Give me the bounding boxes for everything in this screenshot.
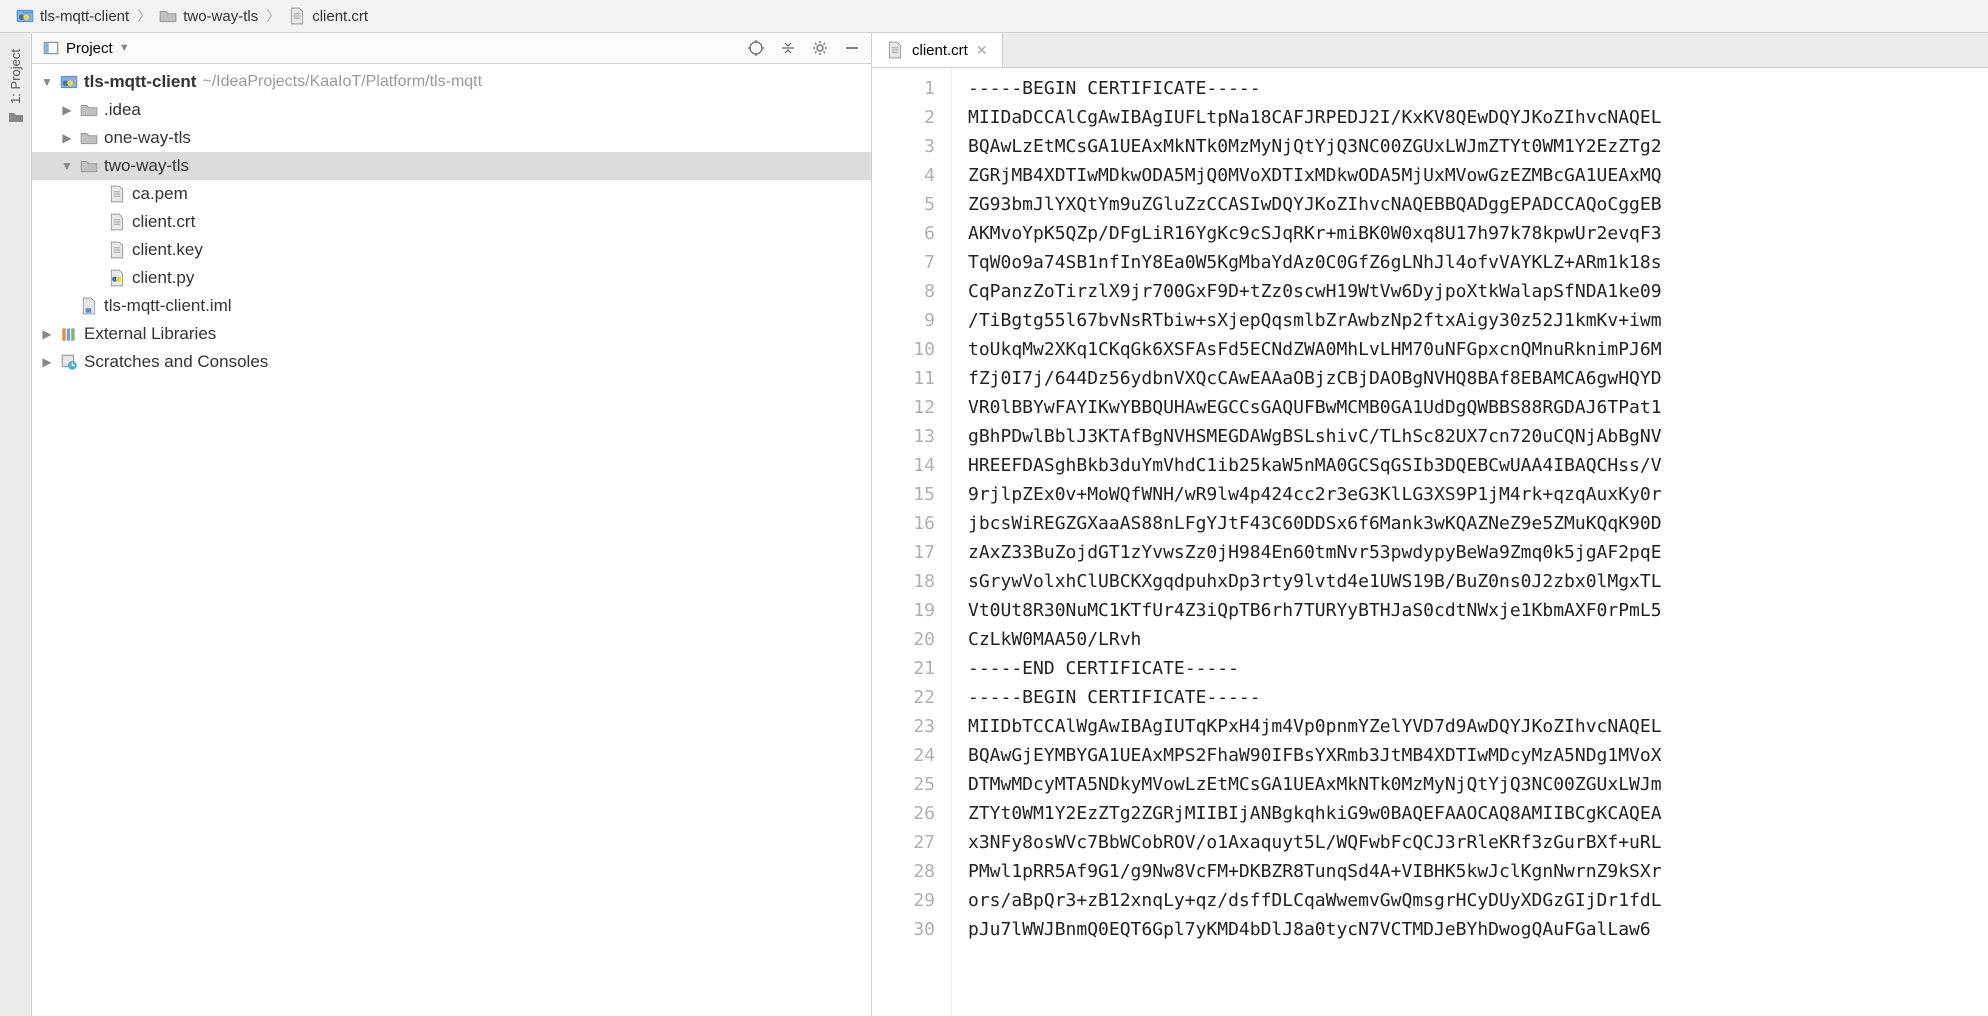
chevron-right-icon: ▶ — [60, 131, 74, 145]
editor-tab[interactable]: client.crt ✕ — [872, 33, 1003, 67]
file-icon — [108, 213, 126, 231]
tree-item-label: one-way-tls — [104, 128, 191, 148]
tree-item-label: .idea — [104, 100, 141, 120]
project-sidebar: Project ▼ — [32, 33, 872, 1016]
folder-icon — [80, 157, 98, 175]
left-tool-strip: 1: Project — [0, 33, 32, 1016]
chevron-down-icon: ▼ — [40, 75, 54, 89]
chevron-down-icon: ▼ — [119, 42, 130, 54]
tree-root-path: ~/IdeaProjects/KaaIoT/Platform/tls-mqtt — [202, 73, 482, 91]
breadcrumb-label: tls-mqtt-client — [40, 8, 129, 25]
breadcrumb-label: two-way-tls — [183, 8, 258, 25]
tree-item-label: client.py — [132, 268, 194, 288]
iml-file-icon — [80, 297, 98, 315]
tree-item-label: tls-mqtt-client.iml — [104, 296, 232, 316]
tree-item-label: ca.pem — [132, 184, 188, 204]
tab-label: client.crt — [912, 42, 968, 59]
tree-item[interactable]: ▶ .idea — [32, 96, 871, 124]
collapse-all-button[interactable] — [779, 39, 797, 57]
ide-window: tls-mqtt-client 〉 two-way-tls 〉 client.c… — [0, 0, 1988, 1016]
tree-item-label: client.crt — [132, 212, 195, 232]
sidebar-title-wrap[interactable]: Project ▼ — [42, 39, 130, 57]
tree-item-label: client.key — [132, 240, 203, 260]
tree-item[interactable]: client.py — [32, 264, 871, 292]
breadcrumb: tls-mqtt-client 〉 two-way-tls 〉 client.c… — [0, 0, 1988, 33]
project-tree[interactable]: ▼ tls-mqtt-client ~/IdeaProjects/KaaIoT/… — [32, 64, 871, 1016]
file-icon — [108, 185, 126, 203]
locate-button[interactable] — [747, 39, 765, 57]
tree-item[interactable]: ca.pem — [32, 180, 871, 208]
folder-icon — [159, 7, 177, 25]
project-tool-tab[interactable]: 1: Project — [8, 49, 23, 104]
line-gutter: 1234567891011121314151617181920212223242… — [872, 68, 952, 1016]
file-icon — [108, 241, 126, 259]
chevron-down-icon: ▼ — [60, 159, 74, 173]
tree-root-name: tls-mqtt-client — [84, 72, 196, 92]
file-icon — [288, 7, 306, 25]
tab-bar: client.crt ✕ — [872, 33, 1988, 68]
tree-external-libraries[interactable]: ▶ External Libraries — [32, 320, 871, 348]
hide-button[interactable] — [843, 39, 861, 57]
sidebar-header: Project ▼ — [32, 33, 871, 64]
project-view-icon — [42, 39, 60, 57]
chevron-right-icon: ▶ — [40, 355, 54, 369]
sidebar-title: Project — [66, 40, 113, 57]
tree-scratches[interactable]: ▶ Scratches and Consoles — [32, 348, 871, 376]
python-file-icon — [108, 269, 126, 287]
tree-root[interactable]: ▼ tls-mqtt-client ~/IdeaProjects/KaaIoT/… — [32, 68, 871, 96]
gear-icon[interactable] — [811, 39, 829, 57]
folder-icon — [80, 129, 98, 147]
tree-item[interactable]: tls-mqtt-client.iml — [32, 292, 871, 320]
chevron-right-icon: 〉 — [137, 6, 151, 26]
python-folder-icon — [16, 7, 34, 25]
tree-item[interactable]: ▶ one-way-tls — [32, 124, 871, 152]
tree-item[interactable]: client.key — [32, 236, 871, 264]
editor-content: 1234567891011121314151617181920212223242… — [872, 68, 1988, 1016]
sidebar-toolbar — [747, 39, 861, 57]
python-folder-icon — [60, 73, 78, 91]
main-body: 1: Project Project ▼ — [0, 33, 1988, 1016]
breadcrumb-item-root[interactable]: tls-mqtt-client — [16, 7, 129, 25]
folder-icon — [80, 101, 98, 119]
tree-item[interactable]: client.crt — [32, 208, 871, 236]
breadcrumb-item-folder[interactable]: two-way-tls — [159, 7, 258, 25]
file-icon — [886, 41, 904, 59]
tree-label: Scratches and Consoles — [84, 352, 268, 372]
libraries-icon — [60, 325, 78, 343]
breadcrumb-item-file[interactable]: client.crt — [288, 7, 368, 25]
close-icon[interactable]: ✕ — [976, 42, 988, 59]
tree-label: External Libraries — [84, 324, 216, 344]
scratches-icon — [60, 353, 78, 371]
chevron-right-icon: ▶ — [60, 103, 74, 117]
tree-item[interactable]: ▼ two-way-tls — [32, 152, 871, 180]
folder-closed-icon — [7, 108, 25, 126]
code-text[interactable]: -----BEGIN CERTIFICATE-----MIIDaDCCAlCgA… — [952, 68, 1988, 1016]
editor-area: client.crt ✕ 123456789101112131415161718… — [872, 33, 1988, 1016]
chevron-right-icon: ▶ — [40, 327, 54, 341]
breadcrumb-label: client.crt — [312, 8, 368, 25]
chevron-right-icon: 〉 — [266, 6, 280, 26]
tree-item-label: two-way-tls — [104, 156, 189, 176]
